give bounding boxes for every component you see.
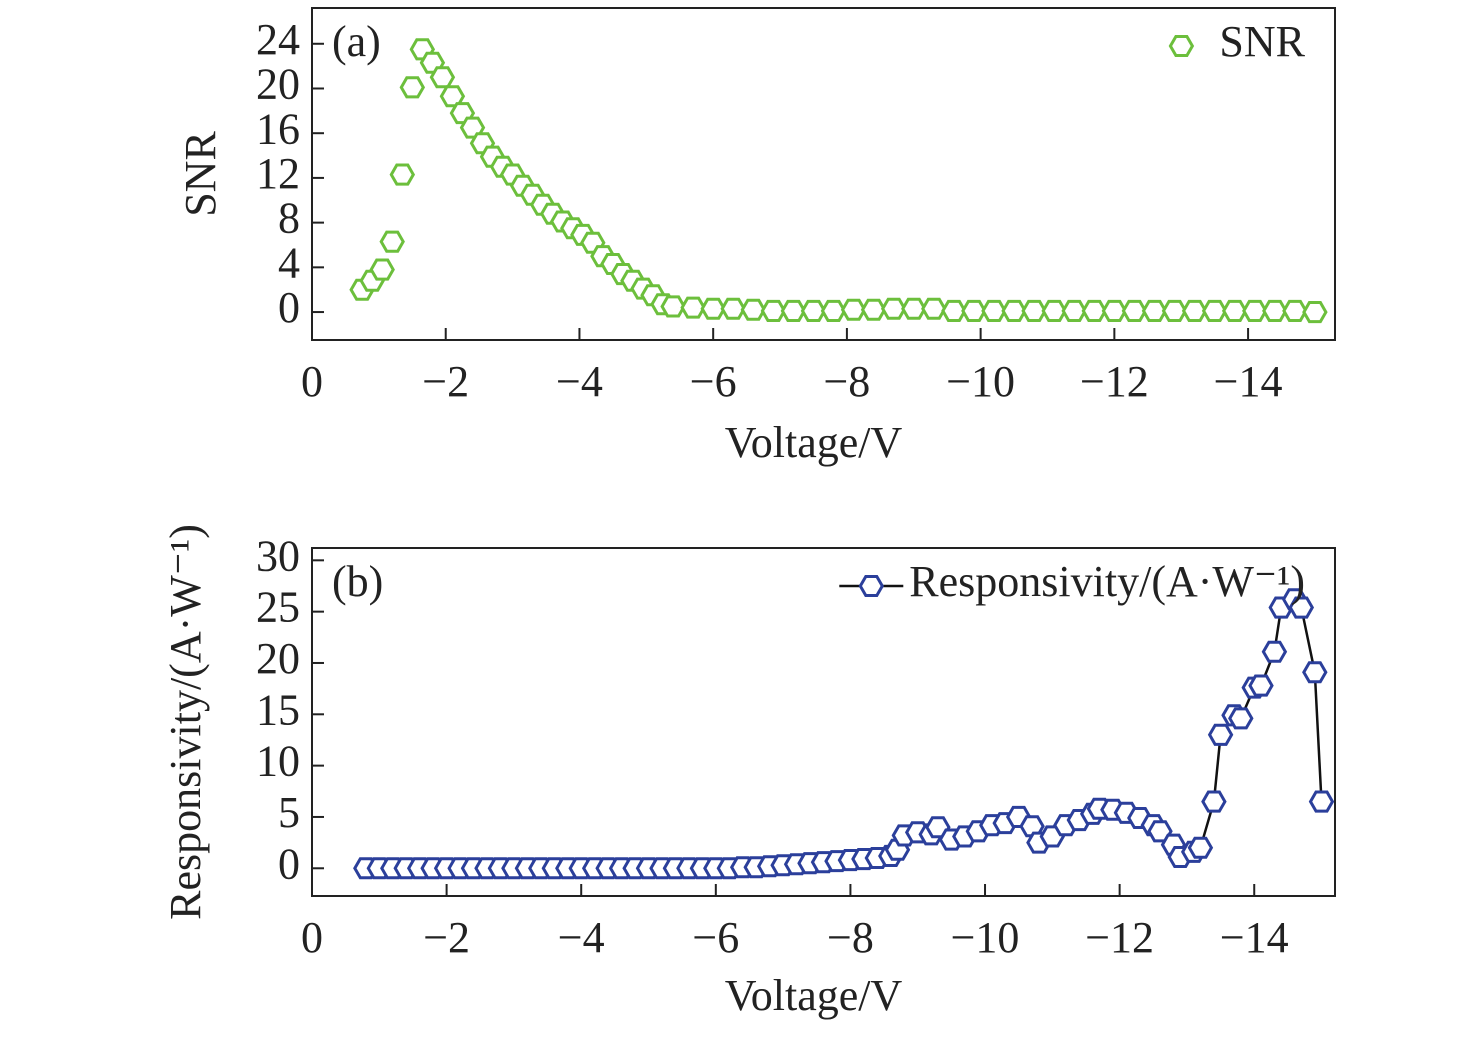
plot-frame [311,547,1336,897]
marker [1101,299,1128,322]
x-tick-label: −2 [422,357,469,406]
marker [680,296,706,319]
marker [379,230,405,253]
marker [740,298,767,321]
marker [1261,640,1288,663]
x-tick-label: −6 [692,913,739,962]
x-tick-label: −6 [690,357,737,406]
x-axis-label: Voltage/V [725,418,903,467]
x-tick-label: −12 [1080,357,1149,406]
y-tick-label: 25 [256,583,300,632]
marker [941,299,967,322]
y-axis-label: Responsivity/(A·W⁻¹) [161,524,210,920]
marker [369,258,395,281]
panel-label: (b) [332,557,383,606]
marker [860,298,887,321]
marker [389,163,416,186]
x-tick-label: −10 [951,913,1020,962]
y-tick-label: 20 [256,60,300,109]
marker [429,66,456,89]
y-tick-label: 0 [278,839,300,888]
marker [1081,299,1108,322]
marker [901,297,927,320]
x-tick-label: 0 [301,913,323,962]
legend-label: Responsivity/(A·W⁻¹) [909,557,1305,606]
legend-marker [858,575,885,597]
marker [399,76,426,99]
y-tick-label: 20 [256,634,300,683]
y-tick-label: 8 [278,194,300,243]
x-tick-label: −2 [423,913,470,962]
marker [1001,299,1027,322]
y-tick-label: 24 [256,15,300,64]
marker [1141,299,1168,322]
marker [981,299,1007,322]
marker [1262,299,1288,322]
marker [1288,596,1315,619]
marker [1181,299,1208,322]
y-tick-label: 15 [256,685,300,734]
marker [921,297,947,320]
marker [720,297,746,320]
panel-label: (a) [332,17,381,66]
x-tick-label: −8 [823,357,870,406]
marker [1302,301,1328,324]
marker [1201,299,1228,322]
marker [1207,723,1234,746]
y-tick-label: 12 [256,149,300,198]
y-tick-label: 10 [256,737,300,786]
marker [961,299,987,322]
marker [1242,299,1268,322]
y-axis-label: SNR [176,131,225,217]
legend-marker [1168,35,1195,57]
marker [1248,674,1274,697]
marker [760,299,787,322]
marker [1021,299,1047,322]
marker [1161,299,1188,322]
x-tick-label: −14 [1220,913,1289,962]
x-tick-label: −8 [827,913,874,962]
marker [1282,299,1308,322]
y-tick-label: 30 [256,531,300,580]
marker [1121,299,1148,322]
marker [1302,661,1328,684]
x-axis-label: Voltage/V [725,971,903,1020]
x-tick-label: −4 [558,913,605,962]
marker [660,295,686,318]
x-tick-label: 0 [301,357,323,406]
marker [1187,836,1214,859]
series-line [365,597,1323,870]
x-tick-label: −10 [946,357,1015,406]
marker [1061,299,1087,322]
marker [820,299,847,322]
marker [1228,707,1254,730]
marker [1201,790,1227,813]
marker [1221,299,1248,322]
x-tick-label: −12 [1085,913,1154,962]
marker [700,297,726,320]
marker [800,299,827,322]
y-tick-label: 0 [278,283,300,332]
marker [1308,790,1335,813]
y-tick-label: 5 [278,788,300,837]
legend-label: SNR [1219,17,1305,66]
marker [880,297,907,320]
y-tick-label: 4 [278,238,300,287]
marker [1041,299,1067,322]
marker [780,299,807,322]
y-tick-label: 16 [256,104,300,153]
x-tick-label: −14 [1214,357,1283,406]
marker [840,298,867,321]
x-tick-label: −4 [556,357,603,406]
plot-frame [311,7,1336,341]
